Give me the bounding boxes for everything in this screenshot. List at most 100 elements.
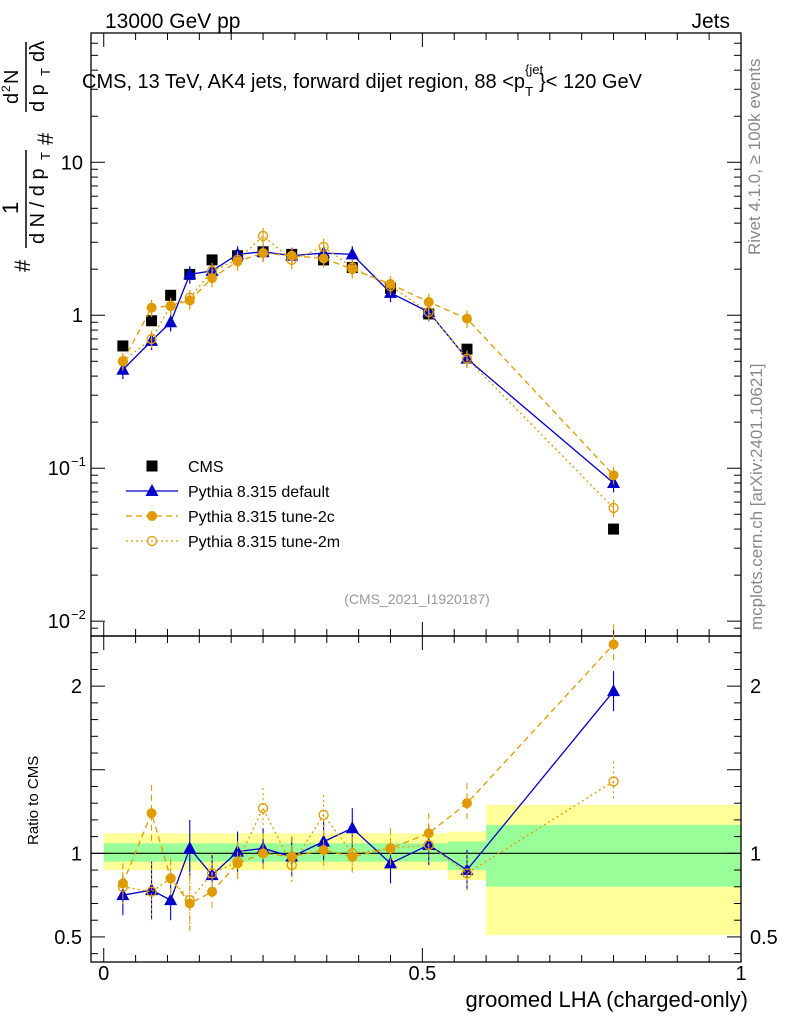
main-point: [257, 230, 269, 242]
plot-title-sub: T: [525, 84, 533, 99]
ylabel-dpt: d p: [27, 84, 49, 112]
ylabel-dlambda: dλ: [27, 41, 49, 62]
main-point: [385, 280, 396, 292]
main-point: [206, 254, 218, 266]
main-point: [423, 306, 434, 318]
ratio-frame: [90, 635, 742, 963]
ylabel-dn-dpt: d N / d p: [27, 168, 49, 244]
ratio-point: [146, 886, 157, 897]
ratio-series-line-2: [122, 780, 614, 902]
ratio-point: [207, 886, 218, 897]
plot-title-end: }< 120 GeV: [539, 71, 643, 93]
main-series-3: [117, 227, 619, 518]
main-point: [146, 302, 157, 313]
legend-entry-2: Pythia 8.315 tune-2c: [126, 509, 335, 526]
ratio-ytick-label-right-2: 0.5: [750, 927, 778, 949]
ratio-point: [318, 809, 329, 821]
plot-title: CMS, 13 TeV, AK4 jets, forward dijet reg…: [82, 62, 643, 99]
ratio-ytick-label-left-1: 1: [71, 843, 82, 865]
ratio-point: [146, 808, 157, 819]
legend-marker: [145, 484, 159, 496]
legend-entry-1: Pythia 8.315 default: [126, 484, 330, 501]
ratio-ytick-label-right-1: 1: [750, 843, 761, 865]
analysis-id: (CMS_2021_I1920187): [344, 591, 490, 607]
ratio-point: [318, 844, 329, 855]
main-point: [461, 353, 473, 364]
ylabel-d2-sup: 2: [0, 85, 13, 92]
ratio-point: [607, 684, 621, 697]
ylabel-hash-2: #: [33, 132, 58, 145]
ratio-series-line-0: [122, 690, 615, 902]
main-series-line-1: [122, 251, 614, 484]
main-point: [232, 254, 243, 266]
main-point: [184, 292, 195, 303]
main-ytick-label-0: 10: [61, 152, 83, 174]
main-point: [165, 300, 176, 312]
legend: CMS Pythia 8.315 default Pythia 8.315 tune…: [126, 459, 340, 551]
main-point: [258, 248, 269, 259]
main-point: [318, 241, 329, 252]
main-point: [117, 340, 129, 352]
main-point: [286, 254, 297, 266]
ratio-point: [347, 851, 358, 862]
axes-frames: [90, 32, 742, 963]
main-ytick-label-2: 10: [48, 458, 70, 480]
main-ytick-exp-3: −2: [71, 607, 86, 622]
ratio-point: [206, 868, 218, 879]
ratio-uncertainty-bands: [103, 804, 741, 936]
legend-marker: [147, 511, 157, 521]
xlabel: groomed LHA (charged-only): [466, 987, 748, 1012]
ratio-point: [461, 798, 472, 809]
main-point: [206, 265, 218, 277]
xtick-label-1: 0.5: [408, 963, 436, 985]
ratio-series-line-1: [122, 643, 615, 905]
main-point: [608, 502, 619, 514]
main-point: [461, 313, 472, 324]
ratio-point: [232, 856, 243, 867]
ratio-ytick-label-right-0: 2: [750, 676, 761, 698]
main-ytick-exp-2: −1: [71, 454, 86, 469]
ratio-ytick-label-left-2: 0.5: [54, 927, 82, 949]
ratio-point: [345, 821, 359, 834]
plot-title-sup: {jet: [525, 62, 543, 77]
main-series-line-2: [122, 252, 615, 476]
main-series-1: [116, 243, 621, 493]
main-point: [183, 267, 197, 280]
ratio-point: [231, 844, 245, 857]
legend-label-2: Pythia 8.315 tune-2c: [188, 509, 335, 526]
ratio-point: [257, 803, 269, 814]
main-point: [345, 247, 359, 260]
ratio-series: [116, 624, 621, 932]
ylabel-hash-1: #: [10, 259, 35, 272]
ylabel-d2: d: [1, 93, 23, 104]
main-series: [116, 227, 621, 535]
xtick-label-2: 1: [735, 963, 746, 985]
main-point: [117, 356, 129, 367]
main-point: [165, 289, 177, 301]
mcplots-label: mcplots.cern.ch [arXiv:2401.10621]: [747, 364, 766, 630]
ratio-point: [184, 894, 195, 906]
ylabel-main: # 1 d N / d p T # d 2 N d p T dλ: [0, 41, 58, 272]
legend-entry-0: CMS: [146, 459, 224, 476]
legend-marker: [146, 535, 158, 547]
rivet-version-label: Rivet 4.1.0, ≥ 100k events: [745, 59, 764, 255]
header-energy: 13000 GeV pp: [105, 10, 240, 33]
ratio-point: [423, 839, 434, 851]
ylabel-dn-dpt-sub: T: [38, 152, 53, 160]
ratio-point: [183, 841, 197, 854]
ylabel-one: 1: [0, 202, 23, 214]
ratio-point: [164, 893, 178, 906]
ratio-point: [165, 873, 176, 884]
main-ytick-label-1: 1: [72, 305, 83, 327]
ratio-point: [608, 776, 619, 787]
header-category: Jets: [691, 10, 730, 33]
legend-entry-3: Pythia 8.315 tune-2m: [126, 534, 340, 551]
ratio-point: [423, 828, 434, 839]
main-point: [146, 333, 157, 345]
ratio-point: [258, 848, 269, 859]
main-point: [347, 262, 358, 273]
main-point: [423, 297, 434, 308]
ratio-point: [461, 868, 473, 879]
